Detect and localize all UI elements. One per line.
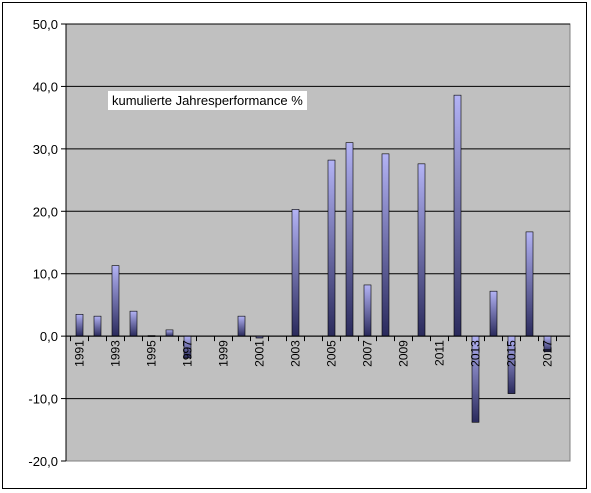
x-tick-label: 1991 bbox=[73, 340, 87, 367]
x-tick-label: 2005 bbox=[325, 340, 339, 367]
y-tick-labels: -20,0 -10,0 0,0 10,0 20,0 30,0 40,0 50,0 bbox=[28, 17, 58, 469]
bar-2007 bbox=[363, 284, 372, 337]
chart-annotation: kumulierte Jahresperformance % bbox=[108, 91, 307, 110]
x-tick-label: 2015 bbox=[505, 340, 519, 367]
x-tick-labels: 1991 1993 1995 1997 1999 2001 2003 2005 2007 2009… bbox=[73, 340, 555, 367]
bar-2010 bbox=[417, 163, 426, 337]
x-tick-label: 1997 bbox=[181, 340, 195, 367]
y-tick-label: 20,0 bbox=[33, 204, 58, 219]
y-tick-label: 40,0 bbox=[33, 79, 58, 94]
bar-1991 bbox=[75, 313, 84, 337]
bar-1993 bbox=[111, 265, 120, 337]
axes bbox=[61, 23, 570, 462]
x-tick-label: 2009 bbox=[397, 340, 411, 367]
y-tick-label: 0,0 bbox=[40, 329, 58, 344]
bar-1996 bbox=[165, 329, 174, 337]
bar-2003 bbox=[291, 209, 300, 337]
x-tick-label: 1995 bbox=[145, 340, 159, 367]
bar-2008 bbox=[381, 153, 390, 337]
x-tick-label: 2013 bbox=[469, 340, 483, 367]
x-tick-label: 2011 bbox=[433, 340, 447, 366]
bar-1992 bbox=[93, 315, 102, 337]
y-tick-label: -10,0 bbox=[28, 392, 58, 407]
x-tick-label: 2001 bbox=[253, 340, 267, 367]
bar-2006 bbox=[345, 142, 354, 337]
y-tick-label: 50,0 bbox=[33, 17, 58, 32]
bar-2012 bbox=[453, 94, 462, 337]
x-tick-label: 1993 bbox=[109, 340, 123, 367]
bar-1994 bbox=[129, 310, 138, 337]
x-tick-label: 2007 bbox=[361, 340, 375, 367]
x-tick-label: 2003 bbox=[289, 340, 303, 367]
bar-2014 bbox=[489, 290, 498, 337]
x-tick-label: 2017 bbox=[541, 340, 555, 367]
x-tick-label: 1999 bbox=[217, 340, 231, 367]
y-tick-label: 30,0 bbox=[33, 142, 58, 157]
bar-2005 bbox=[327, 159, 336, 337]
y-tick-label: 10,0 bbox=[33, 267, 58, 282]
plot-area bbox=[65, 23, 571, 462]
y-tick-label: -20,0 bbox=[28, 454, 58, 469]
bar-2000 bbox=[237, 315, 246, 337]
bar-2016 bbox=[525, 231, 534, 337]
